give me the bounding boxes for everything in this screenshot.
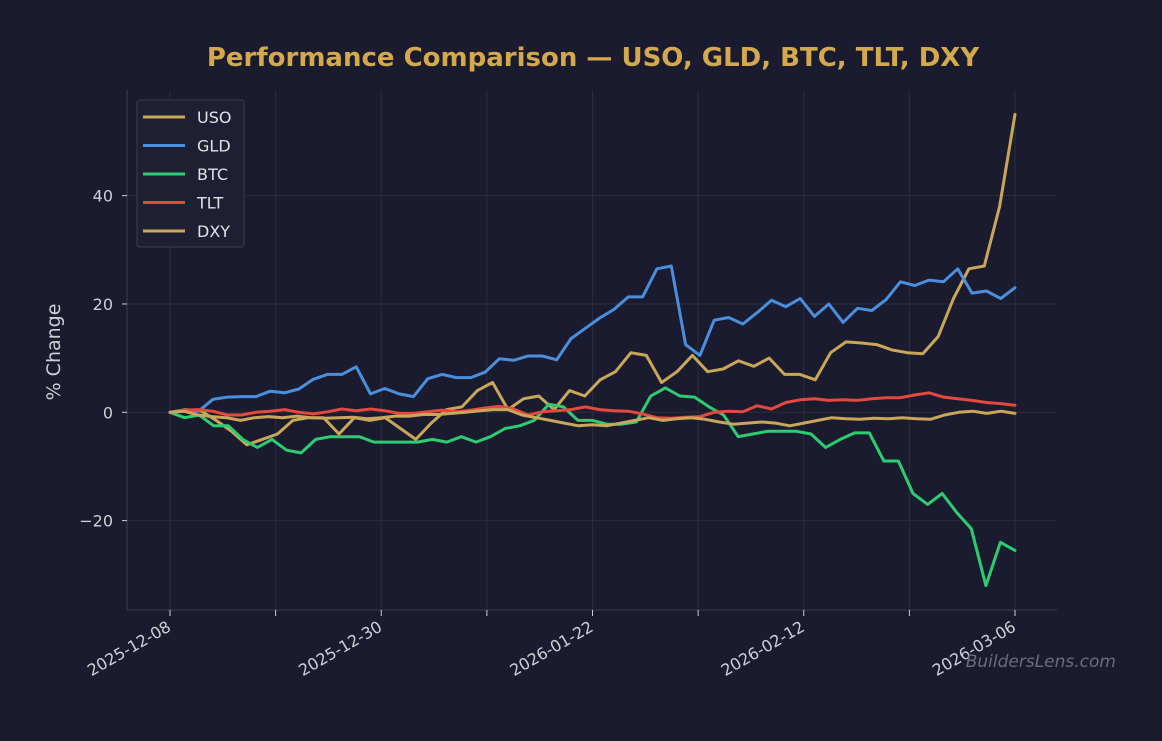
watermark: BuildersLens.com bbox=[966, 652, 1116, 672]
series-line-tlt bbox=[168, 391, 1017, 420]
legend-label: BTC bbox=[197, 165, 228, 184]
legend-box bbox=[136, 99, 245, 248]
series-line-dxy bbox=[168, 408, 1017, 428]
legend-item-btc[interactable]: BTC bbox=[143, 165, 228, 184]
y-tick-label: 20 bbox=[93, 295, 113, 314]
legend-item-dxy[interactable]: DXY bbox=[143, 222, 230, 241]
legend-label: GLD bbox=[197, 137, 231, 156]
chart-title: Performance Comparison — USO, GLD, BTC, … bbox=[207, 43, 980, 73]
y-tick-label: −20 bbox=[79, 512, 113, 531]
grid bbox=[127, 90, 1057, 610]
series-line-gld bbox=[168, 264, 1017, 414]
series-line-btc bbox=[168, 386, 1017, 588]
legend[interactable]: USO GLD BTC TLT DXY bbox=[136, 99, 245, 248]
y-axis-label: % Change bbox=[43, 304, 65, 401]
legend-label: USO bbox=[197, 108, 231, 127]
series-lines bbox=[168, 112, 1017, 588]
y-tick-label: 40 bbox=[93, 187, 113, 206]
legend-label: DXY bbox=[197, 222, 230, 241]
legend-label: TLT bbox=[196, 194, 223, 213]
y-tick-label: 0 bbox=[103, 403, 113, 422]
legend-item-gld[interactable]: GLD bbox=[143, 137, 231, 156]
legend-item-uso[interactable]: USO bbox=[143, 108, 231, 127]
legend-item-tlt[interactable]: TLT bbox=[143, 194, 223, 213]
